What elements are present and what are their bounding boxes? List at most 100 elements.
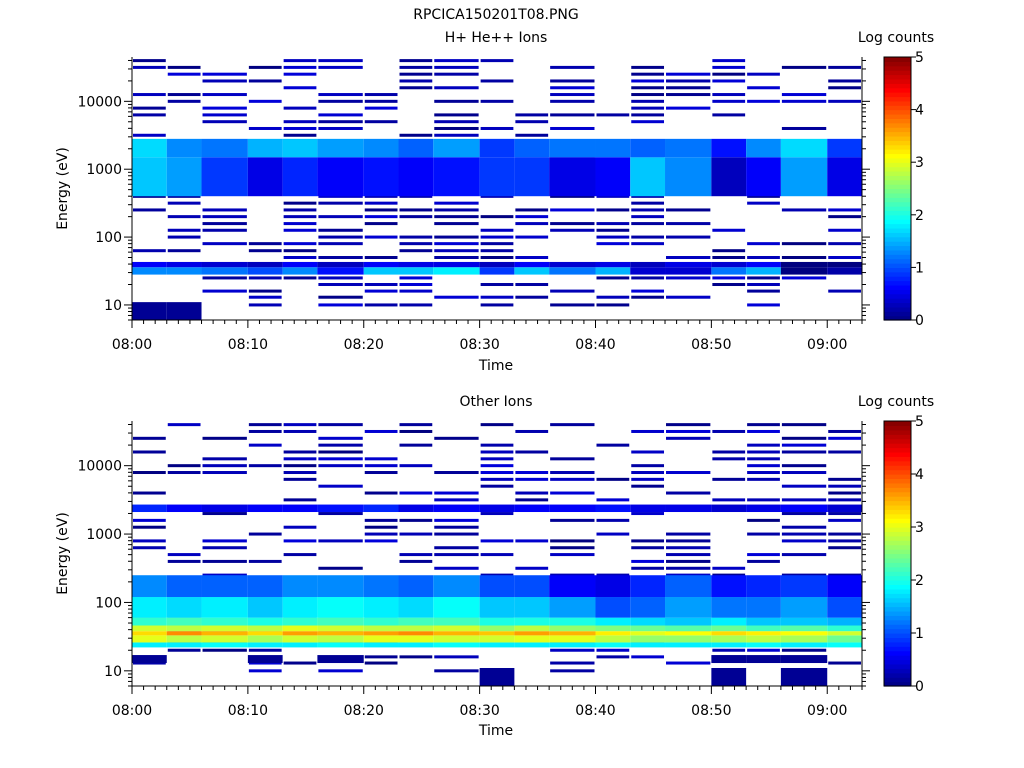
- heatmap-cell: [828, 498, 861, 502]
- heatmap-cell: [666, 553, 711, 557]
- heatmap-cell: [550, 648, 595, 652]
- heatmap-cell: [781, 525, 827, 529]
- heatmap-cell: [132, 267, 167, 275]
- heatmap-cell: [202, 79, 247, 83]
- heatmap-cell: [434, 86, 479, 90]
- heatmap-cell: [595, 157, 631, 197]
- heatmap-cell: [549, 597, 596, 618]
- heatmap-cell: [596, 573, 630, 577]
- heatmap-cell: [514, 157, 550, 197]
- heatmap-cell: [399, 249, 433, 253]
- colorbar-segment: [884, 109, 911, 115]
- heatmap-cell: [480, 99, 514, 103]
- colorbar-segment: [884, 593, 911, 599]
- heatmap-cell: [479, 261, 515, 268]
- heatmap-cell: [282, 504, 318, 513]
- heatmap-cell: [747, 429, 780, 433]
- heatmap-cell: [711, 138, 747, 158]
- heatmap-cell: [317, 597, 364, 618]
- heatmap-cell: [364, 106, 398, 110]
- heatmap-cell: [248, 79, 282, 83]
- heatmap-cell: [283, 256, 317, 260]
- heatmap-cell: [550, 194, 595, 198]
- colorbar-segment: [884, 478, 911, 484]
- heatmap-cell: [780, 504, 828, 513]
- heatmap-cell: [202, 222, 247, 226]
- heatmap-cell: [746, 617, 781, 626]
- colorbar-tick-label: 3: [915, 155, 924, 171]
- heatmap-cell: [631, 546, 665, 550]
- colorbar-segment: [884, 157, 911, 163]
- heatmap-cell: [434, 126, 479, 130]
- heatmap-cell: [166, 635, 202, 643]
- heatmap-cell: [747, 256, 780, 260]
- heatmap-cell: [480, 79, 514, 83]
- heatmap-cell: [550, 518, 595, 522]
- heatmap-cell: [167, 194, 201, 198]
- heatmap-cell: [827, 631, 862, 636]
- heatmap-cell: [630, 635, 666, 643]
- heatmap-cell: [166, 261, 202, 268]
- heatmap-cell: [202, 93, 247, 97]
- heatmap-cell: [665, 631, 712, 636]
- heatmap-cell: [550, 289, 595, 293]
- heatmap-cell: [828, 79, 861, 83]
- heatmap-cell: [781, 648, 827, 652]
- heatmap-cell: [828, 539, 861, 543]
- heatmap-cell: [711, 635, 747, 643]
- colorbar-tick-label: 1: [915, 626, 924, 642]
- colorbar-segment: [884, 249, 911, 255]
- heatmap-cell: [480, 249, 514, 253]
- heatmap-cell: [201, 504, 248, 513]
- heatmap-cell: [398, 597, 434, 618]
- heatmap-cell: [132, 504, 167, 513]
- heatmap-cell: [202, 648, 247, 652]
- x-tick-label: 09:00: [807, 337, 847, 353]
- heatmap-cell: [666, 471, 711, 475]
- heatmap-cell: [780, 597, 828, 618]
- heatmap-cell: [666, 93, 711, 97]
- colorbar-segment: [884, 258, 911, 264]
- heatmap-cell: [317, 138, 364, 158]
- heatmap-cell: [247, 504, 283, 513]
- heatmap-cell: [479, 625, 515, 632]
- heatmap-cell: [480, 235, 514, 239]
- heatmap-cell: [480, 464, 514, 468]
- heatmap-cells: [132, 59, 862, 320]
- heatmap-cell: [515, 113, 549, 117]
- heatmap-cell: [133, 208, 166, 212]
- heatmap-cell: [318, 566, 363, 570]
- heatmap-cell: [514, 267, 550, 275]
- heatmap-cell: [434, 256, 479, 260]
- heatmap-cell: [631, 222, 665, 226]
- colorbar-segment: [884, 61, 911, 67]
- heatmap-cell: [515, 450, 549, 454]
- heatmap-cell: [282, 267, 318, 275]
- heatmap-cell: [780, 635, 828, 643]
- heatmap-cell: [711, 617, 747, 626]
- heatmap-cell: [712, 93, 746, 97]
- y-tick-label: 100: [95, 595, 122, 611]
- heatmap-cell: [781, 126, 827, 130]
- colorbar-segment: [884, 276, 911, 282]
- heatmap-cell: [434, 99, 479, 103]
- heatmap-cell: [515, 235, 549, 239]
- heatmap-cell: [132, 261, 167, 268]
- heatmap-cell: [747, 559, 780, 563]
- heatmap-cell: [248, 303, 282, 307]
- colorbar-segment: [884, 518, 911, 524]
- colorbar-segment: [884, 580, 911, 586]
- x-axis-label: Time: [478, 723, 513, 739]
- heatmap-cell: [248, 242, 282, 246]
- heatmap-cell: [283, 276, 317, 280]
- heatmap-cell: [480, 295, 514, 299]
- x-tick-label: 08:10: [228, 337, 268, 353]
- colorbar-segment: [884, 162, 911, 168]
- colorbar-segment: [884, 650, 911, 656]
- heatmap-cell: [712, 498, 746, 502]
- heatmap-cell: [132, 617, 167, 626]
- heatmap-cell: [318, 283, 363, 287]
- x-tick-label: 08:30: [459, 337, 499, 353]
- heatmap-cell: [549, 261, 596, 268]
- heatmap-cell: [166, 575, 202, 598]
